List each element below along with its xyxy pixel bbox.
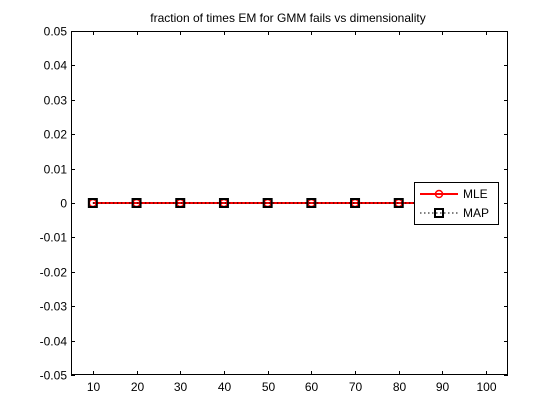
x-tick-label: 10 xyxy=(87,380,101,394)
legend-label-map: MAP xyxy=(463,206,489,220)
y-tick-label: 0.03 xyxy=(44,94,68,108)
series-layer xyxy=(87,198,492,208)
marker-map-40 xyxy=(218,198,229,208)
y-tick-label: 0.01 xyxy=(44,163,68,177)
legend: MLE MAP xyxy=(414,182,499,225)
y-tick-label: 0.02 xyxy=(44,128,68,142)
y-tick-label: -0.03 xyxy=(40,300,68,314)
y-tick-label: -0.04 xyxy=(40,335,68,349)
x-tick-label: 60 xyxy=(305,380,319,394)
marker-map-60 xyxy=(306,198,317,208)
y-tick-label: -0.05 xyxy=(40,369,68,383)
y-tick-label: 0.04 xyxy=(44,59,68,73)
marker-map-80 xyxy=(393,198,404,208)
y-tick-label: 0 xyxy=(60,197,67,211)
x-tick-label: 20 xyxy=(131,380,145,394)
x-tick-label: 30 xyxy=(174,380,188,394)
legend-marker-mle xyxy=(434,189,444,199)
y-tick-label: 0.05 xyxy=(44,25,68,39)
x-tick-label: 100 xyxy=(476,380,496,394)
ticks-layer: 10 20 30 40 50 60 70 80 90 100 -0.05 -0.04 -0.03 -0.0… xyxy=(40,25,508,394)
legend-box xyxy=(414,182,499,225)
marker-map-50 xyxy=(262,198,273,208)
x-tick-label: 70 xyxy=(349,380,363,394)
x-tick-label: 50 xyxy=(262,380,276,394)
y-tick-label: -0.01 xyxy=(40,231,68,245)
x-tick-label: 80 xyxy=(393,380,407,394)
x-tick-label: 90 xyxy=(436,380,450,394)
marker-map-10 xyxy=(87,198,98,208)
y-tick-label: -0.02 xyxy=(40,266,68,280)
legend-marker-map xyxy=(434,208,444,218)
marker-map-20 xyxy=(131,198,142,208)
chart-title: fraction of times EM for GMM fails vs di… xyxy=(150,11,425,25)
marker-map-70 xyxy=(350,198,361,208)
marker-map-30 xyxy=(175,198,186,208)
x-tick-label: 40 xyxy=(218,380,232,394)
legend-label-mle: MLE xyxy=(463,187,488,201)
